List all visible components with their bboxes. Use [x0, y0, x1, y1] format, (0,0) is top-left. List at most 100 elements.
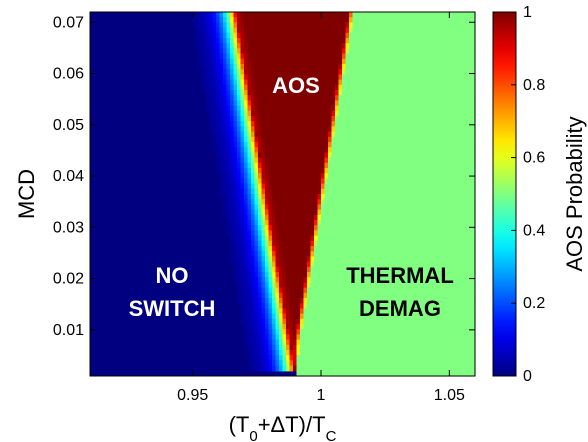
heatmap-cell [408, 282, 413, 289]
heatmap-cell [324, 246, 329, 252]
heatmap-cell [342, 48, 347, 55]
heatmap-cell [335, 142, 340, 148]
heatmap-cell [471, 355, 476, 361]
heatmap-cell [307, 277, 312, 283]
heatmap-cell [352, 79, 357, 86]
heatmap-cell [310, 339, 315, 346]
heatmap-cell [412, 225, 417, 231]
heatmap-cell [265, 261, 270, 268]
heatmap-cell [303, 64, 308, 70]
heatmap-cell [314, 74, 319, 81]
heatmap-cell [447, 225, 452, 231]
heatmap-cell [380, 178, 385, 185]
heatmap-cell [261, 126, 266, 133]
heatmap-cell [289, 188, 294, 195]
heatmap-cell [254, 116, 259, 122]
heatmap-cell [254, 272, 259, 278]
heatmap-cell [429, 69, 434, 75]
heatmap-cell [289, 136, 294, 143]
heatmap-cell [426, 43, 431, 49]
heatmap-cell [219, 126, 224, 133]
heatmap-cell [345, 225, 350, 231]
heatmap-cell [300, 43, 305, 49]
heatmap-cell [398, 225, 403, 231]
heatmap-cell [254, 22, 259, 29]
heatmap-cell [359, 344, 364, 351]
heatmap-cell [349, 74, 354, 81]
heatmap-cell [415, 183, 420, 190]
heatmap-cell [247, 121, 252, 127]
heatmap-cell [314, 27, 319, 34]
heatmap-cell [415, 214, 420, 221]
heatmap-cell [352, 142, 357, 148]
heatmap-cell [436, 136, 441, 143]
heatmap-cell [331, 157, 336, 164]
heatmap-cell [398, 194, 403, 200]
heatmap-cell [275, 173, 280, 179]
heatmap-cell [324, 355, 329, 361]
heatmap-cell [324, 105, 329, 112]
heatmap-cell [366, 178, 371, 185]
heatmap-cell [282, 298, 287, 304]
heatmap-cell [240, 136, 245, 143]
heatmap-cell [244, 95, 249, 101]
heatmap-cell [422, 178, 427, 185]
heatmap-cell [415, 131, 420, 138]
heatmap-cell [398, 126, 403, 133]
heatmap-cell [464, 214, 469, 221]
heatmap-cell [342, 246, 347, 252]
heatmap-cell [261, 69, 266, 75]
heatmap-cell [338, 298, 343, 304]
heatmap-cell [209, 58, 214, 65]
heatmap-cell [244, 194, 249, 200]
heatmap-cell [468, 17, 473, 23]
heatmap-cell [356, 74, 361, 81]
heatmap-cell [338, 365, 343, 372]
heatmap-cell [265, 334, 270, 341]
heatmap-cell [254, 53, 259, 60]
heatmap-cell [272, 209, 277, 216]
heatmap-cell [433, 173, 438, 179]
heatmap-cell [335, 199, 340, 205]
heatmap-cell [254, 324, 259, 330]
heatmap-cell [345, 48, 350, 55]
heatmap-cell [384, 214, 389, 221]
heatmap-cell [237, 136, 242, 143]
heatmap-cell [254, 209, 259, 216]
heatmap-cell [328, 121, 333, 127]
heatmap-cell [370, 256, 375, 263]
heatmap-cell [415, 220, 420, 226]
heatmap-cell [310, 188, 315, 195]
heatmap-cell [426, 292, 431, 299]
heatmap-cell [303, 350, 308, 356]
heatmap-cell [384, 365, 389, 372]
heatmap-cell [468, 48, 473, 55]
heatmap-cell [440, 313, 445, 320]
heatmap-cell [251, 334, 256, 341]
heatmap-cell [230, 183, 235, 190]
heatmap-cell [447, 240, 452, 247]
heatmap-cell [328, 38, 333, 44]
heatmap-cell [286, 251, 291, 257]
heatmap-cell [471, 74, 476, 81]
heatmap-cell [405, 48, 410, 55]
heatmap-cell [401, 246, 406, 252]
heatmap-cell [230, 188, 235, 195]
heatmap-cell [384, 173, 389, 179]
heatmap-cell [335, 131, 340, 138]
heatmap-cell [422, 27, 427, 34]
heatmap-cell [244, 251, 249, 257]
heatmap-cell [240, 74, 245, 81]
heatmap-cell [209, 22, 214, 29]
heatmap-cell [359, 162, 364, 169]
heatmap-cell [394, 261, 399, 268]
heatmap-cell [272, 27, 277, 34]
heatmap-cell [398, 334, 403, 341]
heatmap-cell [296, 209, 301, 216]
heatmap-cell [254, 168, 259, 174]
heatmap-cell [265, 287, 270, 294]
heatmap-cell [471, 64, 476, 70]
heatmap-cell [254, 261, 259, 268]
heatmap-cell [366, 251, 371, 257]
heatmap-cell [205, 43, 210, 49]
